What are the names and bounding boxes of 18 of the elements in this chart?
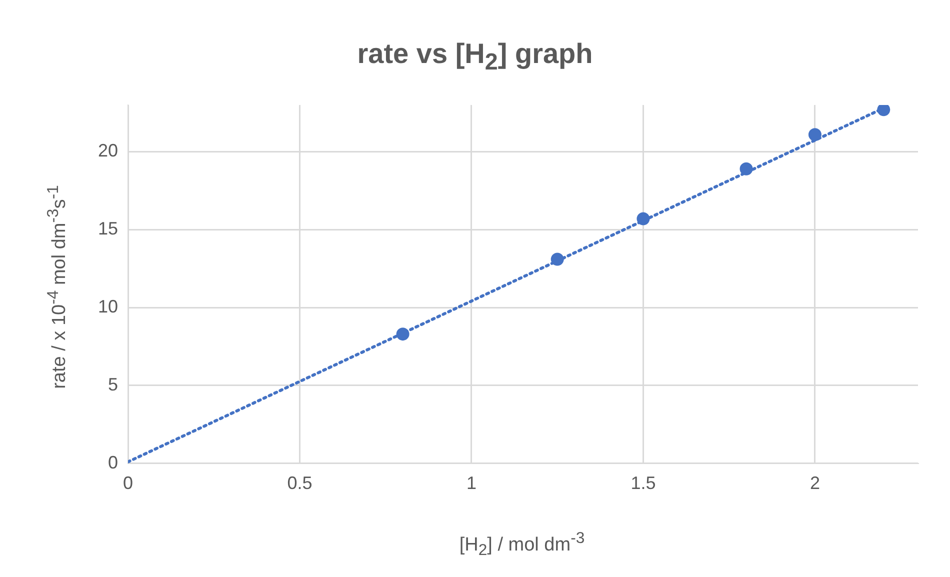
y-tick-label: 0 <box>108 452 118 472</box>
point <box>550 252 564 266</box>
point <box>396 328 410 341</box>
point <box>740 162 753 176</box>
y-tick-label: 10 <box>98 296 118 317</box>
x-axis-title: [H$_{2}$] / mol dm$^{-3}$ <box>458 530 586 560</box>
x-tick-label: 0.5 <box>287 473 312 494</box>
chart-title: rate vs [H$_{2}$] graph <box>356 38 594 76</box>
y-tick-label: 20 <box>98 140 118 161</box>
point <box>877 105 890 116</box>
x-tick-label: 2 <box>810 473 820 494</box>
y-tick-label: 5 <box>108 374 118 394</box>
y-tick-label: 15 <box>98 218 118 239</box>
x-tick-label: 0 <box>123 473 134 494</box>
point <box>808 128 822 142</box>
point <box>636 212 650 226</box>
x-tick-label: 1 <box>466 473 476 494</box>
x-tick-label: 1.5 <box>630 473 656 494</box>
